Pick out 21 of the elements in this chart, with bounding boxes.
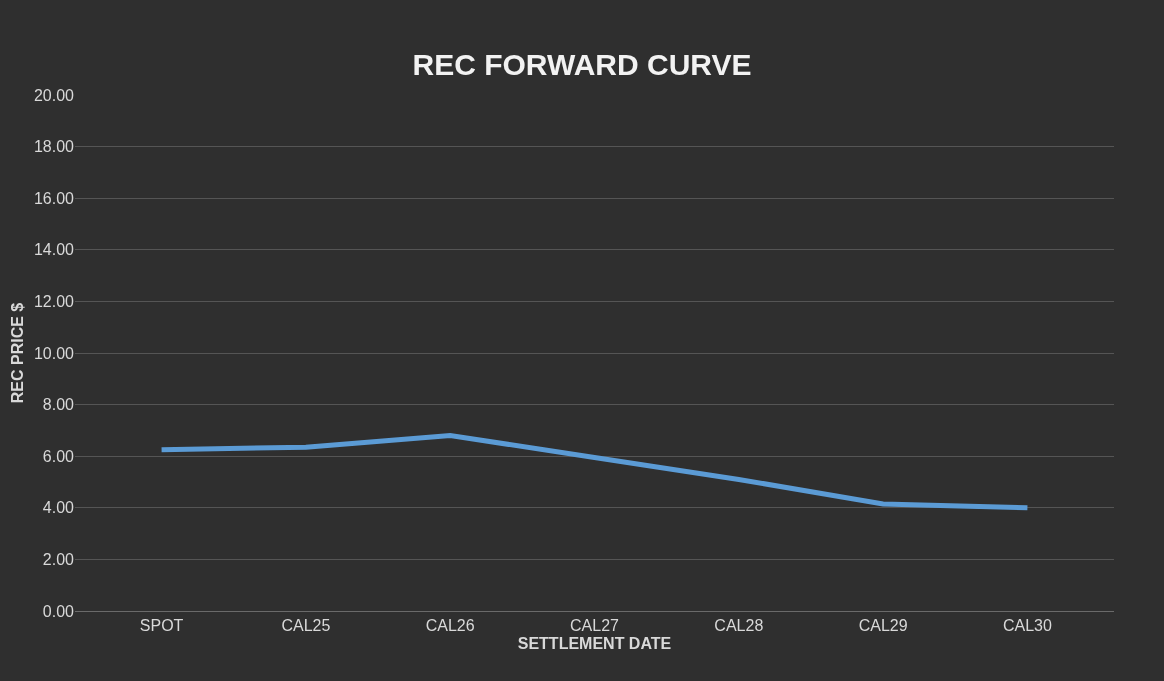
x-tick-label: CAL29 bbox=[858, 617, 908, 635]
chart-title: REC FORWARD CURVE bbox=[412, 48, 752, 82]
y-tick-label: 4.00 bbox=[42, 499, 75, 517]
y-tick-label: 18.00 bbox=[33, 138, 75, 156]
y-tick-label: 6.00 bbox=[42, 447, 75, 465]
y-tick-label: 10.00 bbox=[33, 344, 75, 362]
y-tick-label: 12.00 bbox=[33, 293, 75, 310]
x-axis-title: SETTLEMENT DATE bbox=[517, 634, 672, 652]
y-tick-label: 8.00 bbox=[42, 396, 75, 414]
x-tick-label: CAL28 bbox=[714, 617, 764, 635]
x-tick-label: CAL25 bbox=[281, 617, 331, 635]
y-tick-label: 2.00 bbox=[42, 551, 75, 568]
y-tick-label: 16.00 bbox=[33, 189, 75, 207]
x-tick-label: CAL27 bbox=[570, 617, 620, 635]
x-tick-label: SPOT bbox=[139, 617, 184, 635]
y-tick-label: 20.00 bbox=[33, 86, 75, 104]
y-tick-label: 14.00 bbox=[33, 241, 75, 259]
y-tick-label: 0.00 bbox=[42, 602, 75, 620]
x-tick-label: CAL30 bbox=[1002, 617, 1052, 635]
y-axis-title: REC PRICE $ bbox=[8, 302, 26, 404]
x-tick-label: CAL26 bbox=[425, 617, 475, 635]
